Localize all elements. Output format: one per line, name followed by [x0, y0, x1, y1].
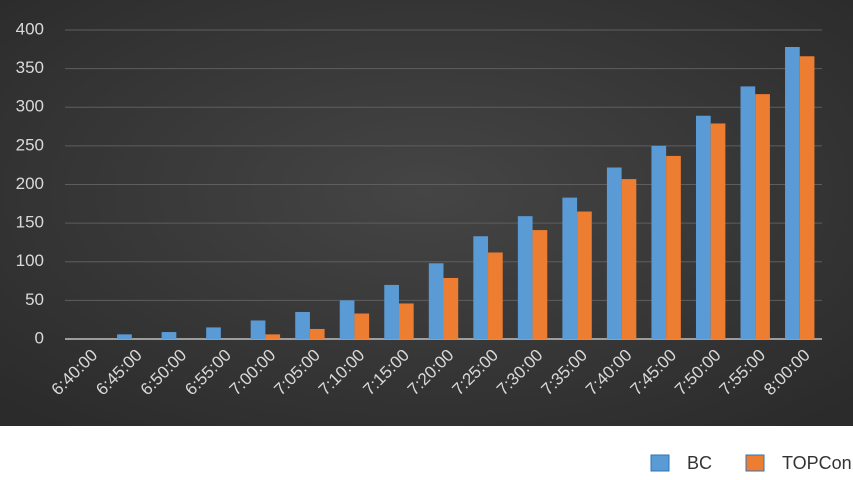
legend-swatch [650, 454, 670, 472]
legend-label: TOPCon [782, 453, 852, 473]
bar [339, 300, 355, 339]
y-tick-label: 400 [16, 19, 44, 38]
y-tick-label: 150 [16, 213, 44, 232]
bar [577, 211, 592, 339]
bar [250, 320, 266, 339]
y-tick-label: 350 [16, 58, 44, 77]
bar [799, 56, 815, 339]
bar [740, 86, 756, 339]
bar [517, 216, 533, 339]
y-tick-label: 300 [16, 97, 44, 116]
y-tick-label: 250 [16, 135, 44, 154]
bar [651, 145, 667, 339]
bar [488, 252, 503, 339]
y-tick-label: 100 [16, 251, 44, 270]
bar [309, 328, 325, 339]
bar [473, 236, 489, 339]
legend-label: BC [687, 453, 712, 473]
bar [354, 313, 370, 339]
bar [695, 115, 711, 339]
bar [621, 179, 637, 339]
bar [710, 123, 726, 339]
y-tick-label: 50 [25, 290, 44, 309]
y-tick-label: 0 [35, 328, 44, 347]
bar [443, 277, 459, 339]
bar [666, 155, 681, 339]
y-tick-label: 200 [16, 174, 44, 193]
bar [161, 332, 177, 339]
bar [532, 230, 548, 339]
legend-swatch [745, 454, 765, 472]
bar [562, 197, 578, 339]
bar [265, 334, 281, 339]
bar [295, 311, 310, 339]
bar [117, 334, 132, 339]
bar [755, 94, 770, 340]
bar [206, 327, 221, 339]
bar [785, 46, 800, 340]
bar [428, 263, 444, 339]
bar [398, 303, 414, 339]
bar [606, 167, 622, 339]
bar [384, 284, 399, 339]
